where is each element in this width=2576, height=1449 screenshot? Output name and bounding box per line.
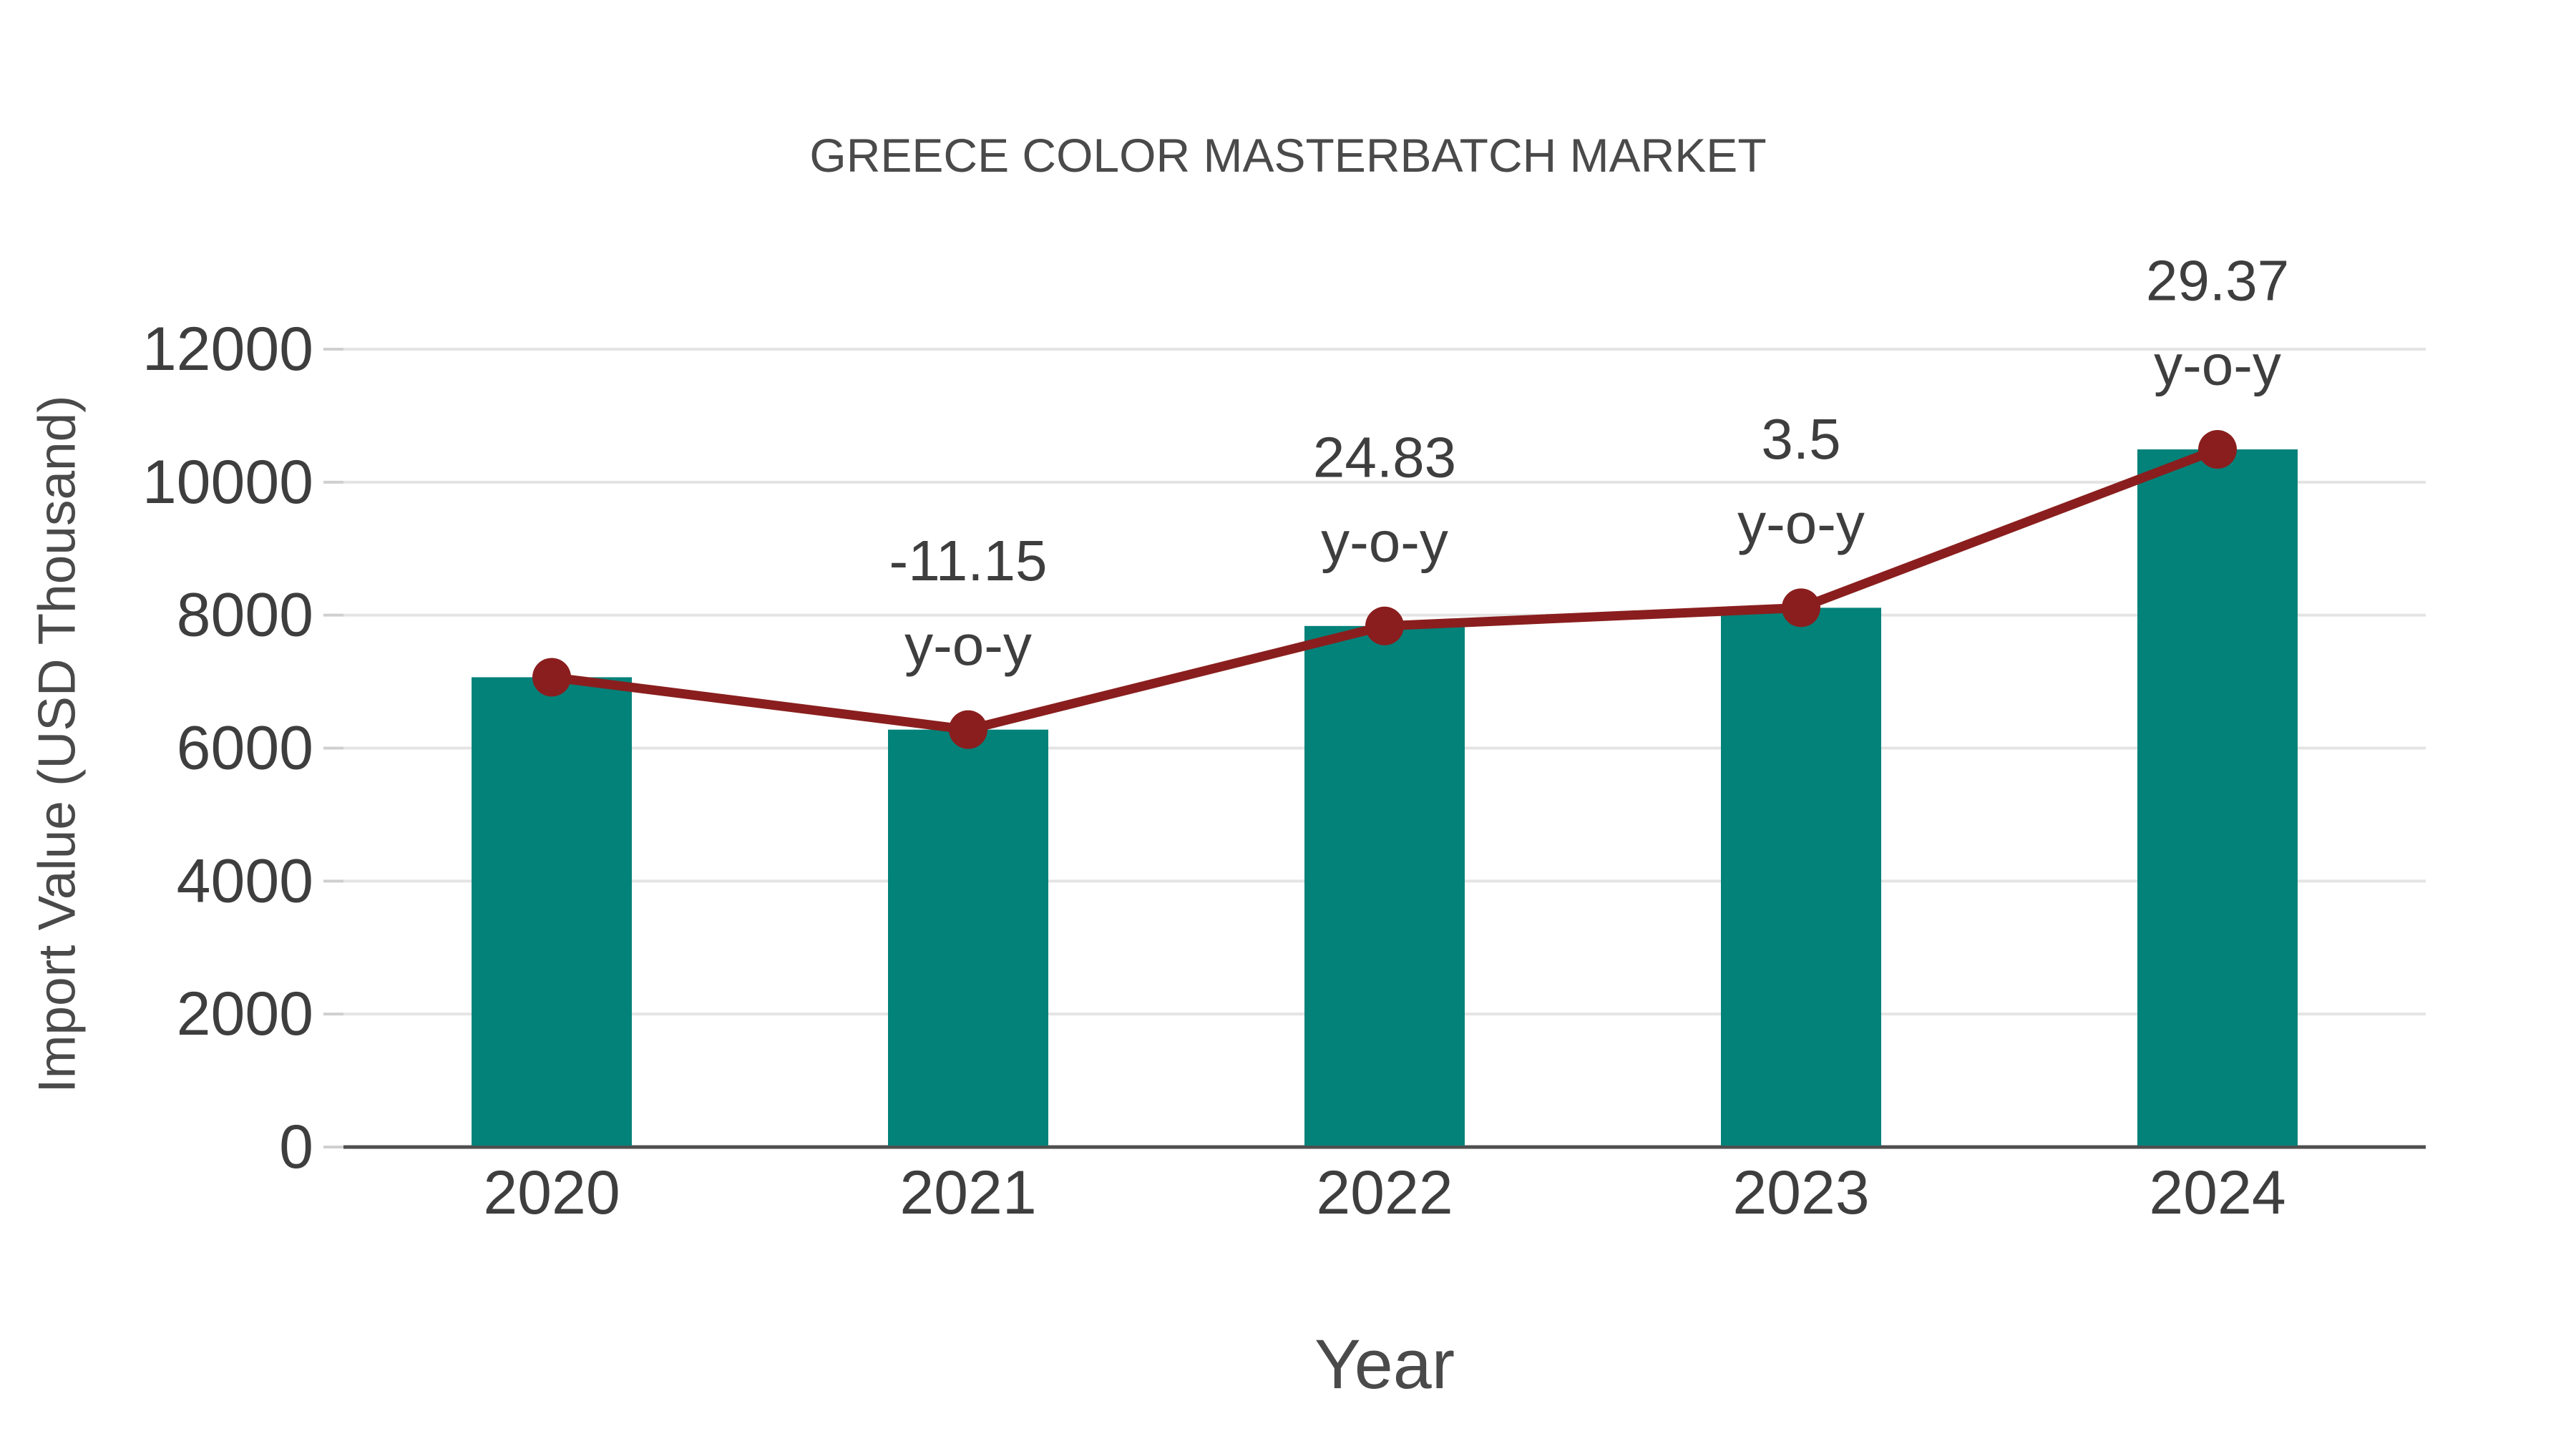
bar xyxy=(1721,608,1881,1146)
data-point-marker xyxy=(949,710,987,749)
y-tick-label: 10000 xyxy=(142,448,313,517)
annotation-unit: y-o-y xyxy=(1321,509,1448,573)
annotation-value: 29.37 xyxy=(2146,249,2289,313)
y-tick-label: 12000 xyxy=(142,315,313,384)
x-tick-label: 2020 xyxy=(483,1158,620,1227)
line-series xyxy=(532,430,2237,749)
x-tick-label: 2022 xyxy=(1316,1158,1453,1227)
x-axis-title: Year xyxy=(1314,1325,1455,1403)
bar-series xyxy=(472,449,2298,1146)
bar xyxy=(1304,625,1465,1146)
annotation-unit: y-o-y xyxy=(1737,492,1865,555)
y-tick-label: 2000 xyxy=(177,980,313,1048)
bar xyxy=(888,729,1048,1146)
bar xyxy=(2137,449,2298,1146)
data-point-marker xyxy=(1365,606,1404,645)
chart-title: GREECE COLOR MASTERBATCH MARKET xyxy=(809,129,1766,182)
data-point-marker xyxy=(1782,588,1820,628)
y-axis-title: Import Value (USD Thousand) xyxy=(29,395,87,1093)
y-tick-label: 4000 xyxy=(177,847,313,915)
x-tick-label: 2023 xyxy=(1732,1158,1869,1227)
data-point-marker xyxy=(532,658,571,697)
annotation-value: 3.5 xyxy=(1761,407,1840,471)
y-axis-tick-labels: 0 2000 4000 6000 8000 10000 12000 xyxy=(142,315,313,1181)
data-point-marker xyxy=(2198,430,2237,469)
x-axis-tick-labels: 2020 2021 2022 2023 2024 xyxy=(483,1158,2285,1227)
annotation-value: 24.83 xyxy=(1313,425,1456,489)
y-tick-label: 8000 xyxy=(177,581,313,650)
annotation-value: -11.15 xyxy=(889,529,1048,592)
x-tick-label: 2024 xyxy=(2149,1158,2285,1227)
yoy-annotations: -11.15 y-o-y 24.83 y-o-y 3.5 y-o-y 29.37 y-o-y xyxy=(889,249,2290,678)
annotation-unit: y-o-y xyxy=(904,613,1032,677)
bar xyxy=(472,677,632,1146)
x-tick-label: 2021 xyxy=(899,1158,1036,1227)
y-tick-label: 0 xyxy=(279,1113,313,1181)
y-tick-label: 6000 xyxy=(177,714,313,783)
annotation-unit: y-o-y xyxy=(2154,333,2281,397)
